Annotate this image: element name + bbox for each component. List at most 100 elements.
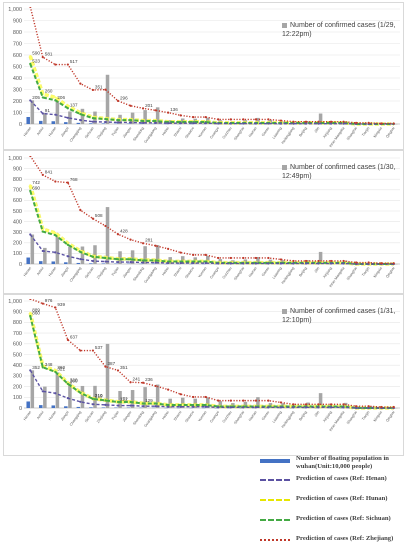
- series-point-zhejiang: [305, 121, 307, 123]
- series-point-zhejiang: [142, 242, 144, 244]
- series-point-henan: [104, 260, 106, 262]
- floating-population-bar: [26, 401, 30, 408]
- y-tick-label: 800: [13, 30, 22, 36]
- series-point-zhejiang: [380, 406, 382, 408]
- series-point-zhejiang: [167, 388, 169, 390]
- series-point-zhejiang: [305, 260, 307, 262]
- floating-population-bar: [89, 263, 93, 264]
- x-category-label: Jilin: [314, 266, 321, 273]
- series-point-zhejiang: [205, 396, 207, 398]
- series-point-henan: [117, 261, 119, 263]
- series-point-sichuan: [42, 230, 44, 232]
- series-point-henan: [129, 121, 131, 123]
- data-label-sichuan: 300: [70, 378, 78, 383]
- data-label-zhejiang: 387: [107, 361, 115, 366]
- series-point-zhejiang: [368, 405, 370, 407]
- series-point-hunan: [29, 184, 31, 186]
- series-point-henan: [42, 112, 44, 114]
- x-category-label: Gansu: [261, 410, 270, 421]
- series-point-zhejiang: [393, 122, 395, 124]
- legend-swatch-henan: [260, 479, 290, 481]
- legend-label-sichuan: Prediction of cases (Ref: Sichuan): [296, 515, 406, 523]
- series-point-henan: [117, 121, 119, 123]
- data-label-zhejiang: 136: [170, 107, 178, 112]
- series-point-henan: [217, 406, 219, 408]
- data-label-zhejiang: 241: [133, 377, 141, 382]
- legend-swatch-zhejiang: [260, 539, 290, 541]
- x-category-label: Henan: [23, 126, 32, 137]
- data-label-zhejiang: 281: [145, 238, 153, 243]
- floating-population-bar: [77, 407, 81, 408]
- series-point-zhejiang: [54, 63, 56, 65]
- floating-population-bar: [52, 405, 56, 408]
- data-label-henan: 91: [45, 108, 51, 113]
- series-point-henan: [305, 123, 307, 125]
- x-category-label: Hebei: [161, 126, 170, 136]
- series-point-zhejiang: [92, 218, 94, 220]
- floating-population-bar: [77, 263, 81, 264]
- data-label-sichuan: 206: [57, 95, 65, 100]
- data-label-zhejiang: 351: [120, 365, 128, 370]
- series-point-henan: [192, 406, 194, 408]
- x-category-label: Chongqing: [69, 266, 82, 283]
- series-point-zhejiang: [355, 405, 357, 407]
- confirmed-cases-bar: [106, 75, 110, 124]
- x-category-label: Jilin: [314, 126, 321, 133]
- x-category-label: Tianjin: [361, 266, 370, 277]
- legend-item-henan: Prediction of cases (Ref: Henan): [260, 475, 406, 493]
- y-tick-label: 800: [13, 177, 22, 183]
- x-category-label: Qinghai: [385, 410, 395, 423]
- series-point-zhejiang: [242, 118, 244, 120]
- data-label-zhejiang: 236: [145, 377, 153, 382]
- x-category-label: Beijing: [298, 126, 307, 137]
- y-tick-label: 200: [13, 241, 22, 247]
- series-point-sichuan: [142, 259, 144, 261]
- series-point-zhejiang: [129, 239, 131, 241]
- series-point-zhejiang: [330, 260, 332, 262]
- series-point-henan: [267, 262, 269, 264]
- data-label-zhejiang: 201: [145, 103, 153, 108]
- series-point-zhejiang: [167, 248, 169, 250]
- data-label-zhejiang: 517: [70, 59, 78, 64]
- x-category-label: Liaoning: [272, 410, 283, 423]
- confirmed-annotation-2: Number of confirmed cases (1/30, 12:49pm…: [282, 163, 395, 181]
- y-tick-label: 300: [13, 230, 22, 236]
- confirmed-annotation-3: Number of confirmed cases (1/31, 12:10pm…: [282, 307, 395, 325]
- series-point-zhejiang: [380, 122, 382, 124]
- series-point-henan: [280, 262, 282, 264]
- series-point-zhejiang: [104, 225, 106, 227]
- series-point-henan: [142, 405, 144, 407]
- x-category-label: Ningxia: [373, 126, 383, 138]
- series-point-sichuan: [79, 392, 81, 394]
- y-tick-label: 0: [19, 406, 22, 412]
- series-point-zhejiang: [155, 109, 157, 111]
- series-point-zhejiang: [192, 254, 194, 256]
- x-category-label: Chongqing: [69, 126, 82, 143]
- y-tick-label: 600: [13, 198, 22, 204]
- series-point-sichuan: [79, 251, 81, 253]
- series-point-zhejiang: [167, 112, 169, 114]
- x-category-label: Jiangxi: [60, 266, 70, 278]
- data-label-sichuan: 137: [70, 103, 78, 108]
- y-tick-label: 700: [13, 41, 22, 47]
- confirmed-cases-bar: [81, 386, 85, 408]
- series-point-henan: [192, 262, 194, 264]
- data-label-hunan: 590: [32, 51, 40, 56]
- series-point-zhejiang: [255, 118, 257, 120]
- x-category-label: Shaanxi: [184, 410, 195, 423]
- x-category-label: Guangxi: [209, 126, 220, 139]
- series-point-zhejiang: [192, 116, 194, 118]
- series-point-henan: [242, 406, 244, 408]
- series-point-zhejiang: [280, 119, 282, 121]
- data-label-hunan: 742: [32, 180, 40, 185]
- x-category-label: Shanghai: [233, 126, 245, 141]
- floating-population-bar: [64, 262, 68, 264]
- confirmed-swatch-3: [282, 309, 287, 314]
- series-point-sichuan: [104, 118, 106, 120]
- data-label-zhejiang: 768: [70, 177, 78, 182]
- series-point-zhejiang: [267, 257, 269, 259]
- data-label-sichuan: 321: [57, 366, 65, 371]
- x-category-label: Guizhou: [222, 266, 233, 279]
- data-label-sichuan: 129: [145, 398, 153, 403]
- series-point-zhejiang: [180, 114, 182, 116]
